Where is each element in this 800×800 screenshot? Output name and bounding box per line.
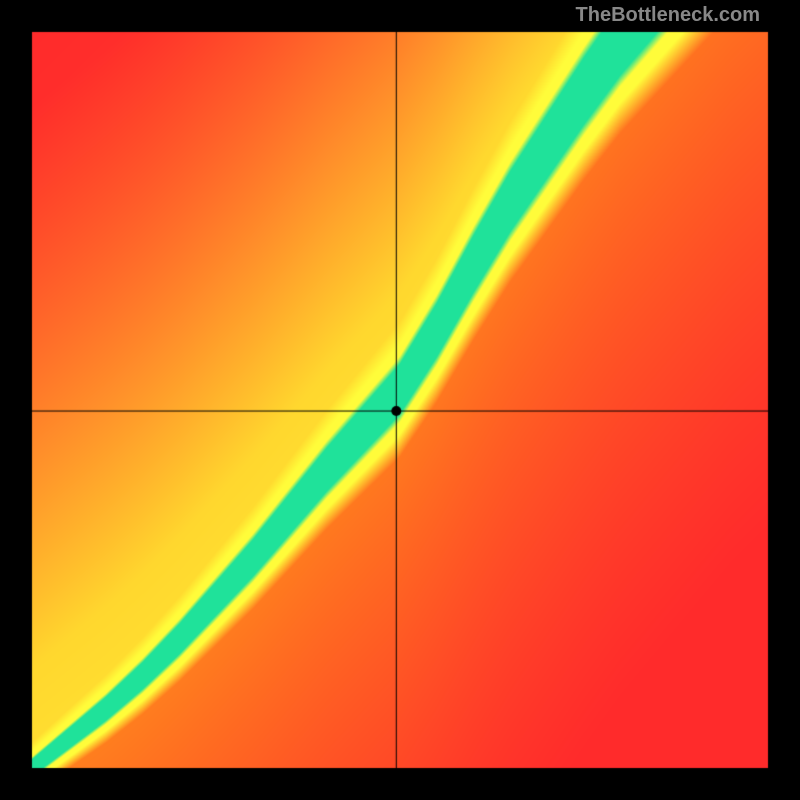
- watermark-text: TheBottleneck.com: [576, 4, 760, 27]
- bottleneck-heatmap: [0, 0, 800, 800]
